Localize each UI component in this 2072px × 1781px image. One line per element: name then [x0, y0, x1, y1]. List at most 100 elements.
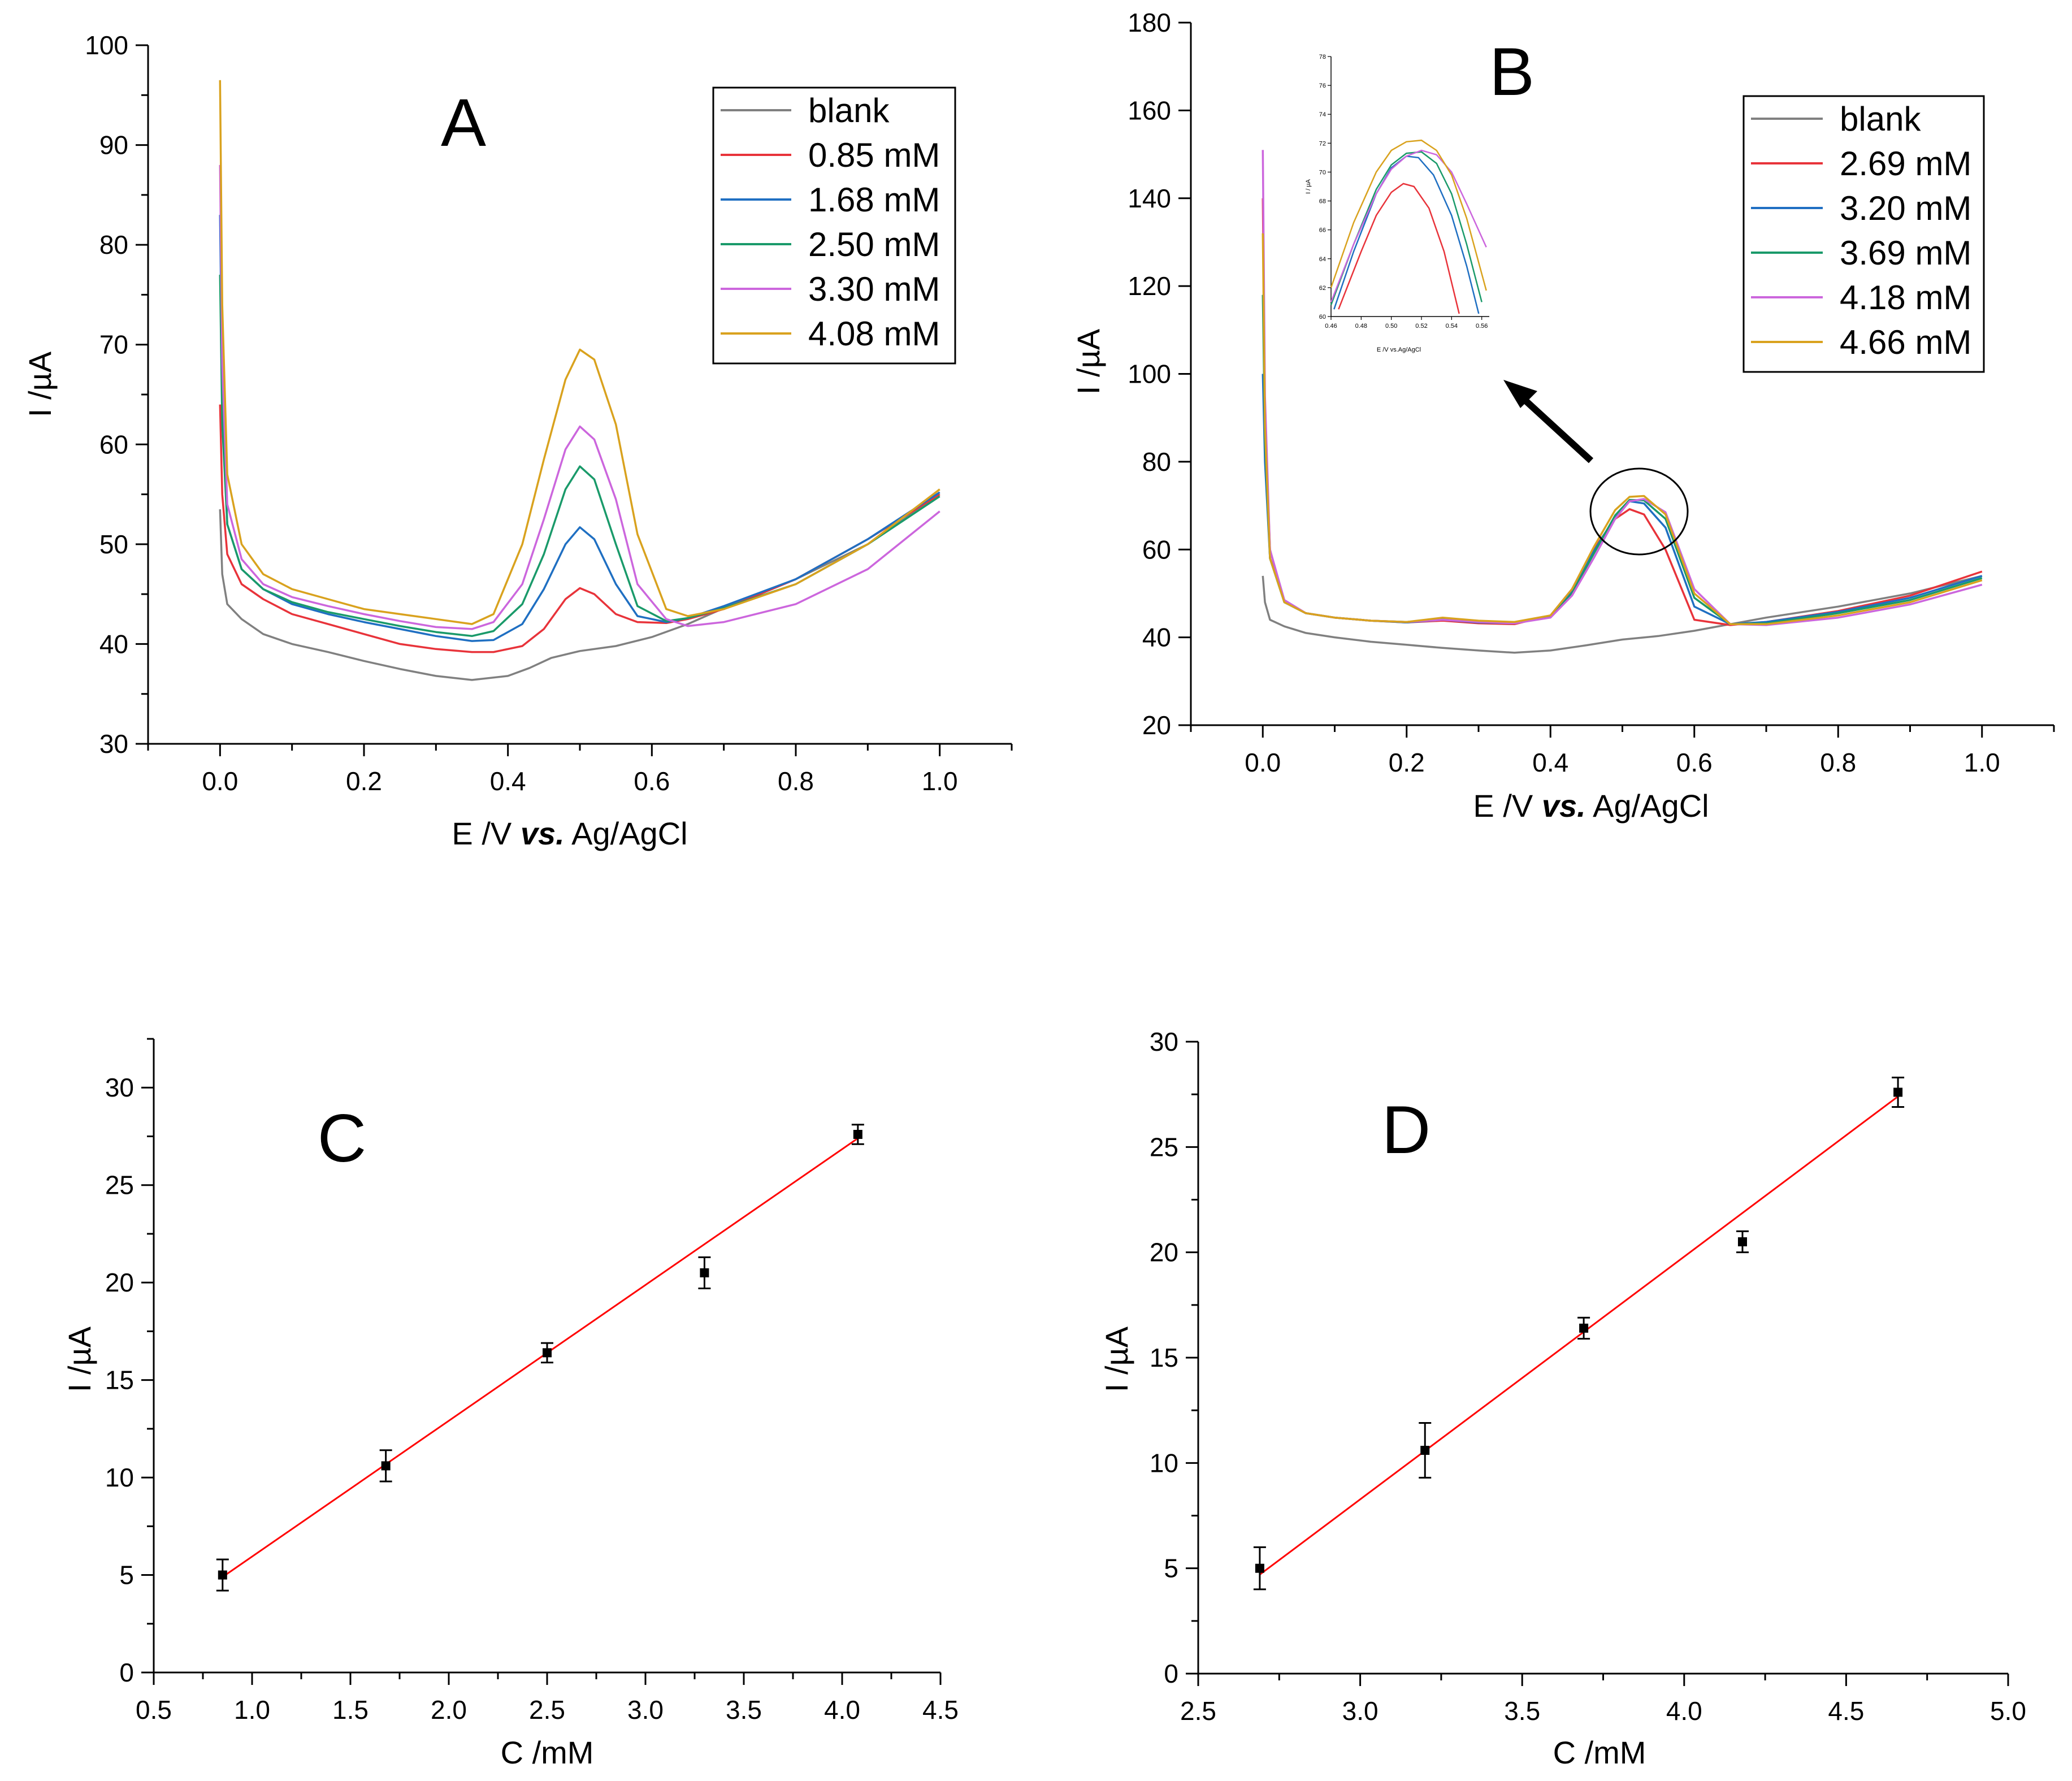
inset-x-tick-label: 0.46 [1325, 323, 1337, 330]
panel-d-y-tick-label: 5 [1164, 1554, 1178, 1583]
panel-c-x-tick-label: 3.5 [726, 1695, 762, 1724]
panel-b-x-tick-label: 0.2 [1389, 748, 1425, 777]
panel-d-y-tick-label: 20 [1150, 1238, 1178, 1267]
inset-series-line-0 [1338, 183, 1460, 314]
panel-c-data-point-0 [218, 1570, 227, 1580]
inset-x-tick-label: 0.48 [1355, 323, 1367, 330]
panel-b-series-line-5 [1262, 233, 1983, 626]
panel-a-y-tick-label: 50 [99, 530, 128, 559]
zoom-arrowhead [1503, 380, 1537, 408]
panel-a-ylabel: I /µA [22, 351, 58, 417]
panel-a-y-tick-label: 80 [99, 230, 128, 259]
inset-y-tick-label: 76 [1319, 83, 1326, 89]
inset-y-tick-label: 68 [1319, 198, 1326, 205]
panel-d-data-point-4 [1893, 1087, 1903, 1097]
panel-a-axes: 0.0 0.2 0.4 0.6 0.8 1.0 30 40 50 60 70 80 90 100 [85, 31, 1013, 796]
panel-c-y-tick-label: 5 [119, 1561, 134, 1590]
inset-y-tick-label: 70 [1319, 169, 1326, 176]
panel-b-y-tick-label: 80 [1142, 447, 1171, 476]
panel-b-inset-ylabel: I / µA [1305, 179, 1312, 194]
panel-c-data-point-3 [700, 1268, 709, 1277]
panel-d-x-tick-label: 4.0 [1666, 1696, 1702, 1726]
panel-b-legend: blank 2.69 mM 3.20 mM 3.69 mM 4.18 mM 4.66 mM [1742, 95, 1985, 373]
inset-y-tick-label: 74 [1319, 111, 1326, 118]
inset-series-line-1 [1333, 155, 1480, 314]
panel-a-plot: 0.0 0.2 0.4 0.6 0.8 1.0 30 40 50 60 70 80 90 100 blank… [85, 31, 1013, 796]
inset-x-tick-label: 0.56 [1476, 323, 1488, 330]
panel-a-legend: blank 0.85 mM 1.68 mM 2.50 mM 3.30 mM 4.08 mM [712, 86, 956, 365]
panel-b-inset-xlabel: E /V vs.Ag/AgCl [1377, 346, 1421, 353]
panel-b-y-tick-label: 140 [1128, 184, 1171, 213]
panel-d-y-tick-label: 25 [1150, 1132, 1178, 1162]
panel-c-plot: 0.5 1.0 1.5 2.0 2.5 3.0 3.5 4.0 4.5 0 5 10 15 20 25 30 [105, 1038, 959, 1724]
panel-b-inset-plot: 0.46 0.48 0.50 0.52 0.54 0.56 60 62 64 66 68 70 72 74… [1319, 54, 1489, 330]
panel-d-y-tick-label: 30 [1150, 1027, 1178, 1056]
panel-d-y-tick-label: 15 [1150, 1343, 1178, 1372]
panel-a-legend-box [712, 86, 956, 365]
panel-b-y-tick-label: 40 [1142, 623, 1171, 652]
panel-c-y-tick-label: 15 [105, 1366, 134, 1395]
inset-series-line-2 [1330, 151, 1483, 306]
panel-b-legend-label-5: 4.66 mM [1840, 323, 1971, 361]
panel-b-legend-box [1742, 95, 1985, 373]
panel-b-y-tick-label: 60 [1142, 535, 1171, 564]
panel-b-xlabel: E /V vs. Ag/AgCl [1473, 788, 1709, 824]
panel-d-y-tick-label: 10 [1150, 1448, 1178, 1477]
panel-a-x-tick-label: 0.0 [202, 766, 238, 796]
panel-b-y-tick-label: 100 [1128, 359, 1171, 389]
panel-b-x-tick-label: 0.6 [1676, 748, 1713, 777]
panel-b-plot: 0.0 0.2 0.4 0.6 0.8 1.0 20 40 60 80 100 120 140 160 18… [1128, 8, 2055, 777]
panel-c-ylabel: I /µA [62, 1326, 97, 1392]
inset-y-tick-label: 66 [1319, 227, 1326, 234]
panel-c-x-tick-label: 1.0 [234, 1695, 270, 1724]
panel-b-y-tick-label: 180 [1128, 8, 1171, 37]
panel-d-fit-line [1259, 1095, 1899, 1576]
panel-a-x-tick-label: 0.2 [346, 766, 382, 796]
panel-c-y-tick-label: 30 [105, 1073, 134, 1102]
panel-d-x-tick-label: 3.0 [1342, 1696, 1379, 1726]
panel-d-data-point-2 [1579, 1323, 1589, 1333]
panel-d-x-tick-label: 3.5 [1504, 1696, 1540, 1726]
panel-d: 2.5 3.0 3.5 4.0 4.5 5.0 0 5 10 15 20 25 30 D C /mM I… [1099, 1027, 2026, 1770]
inset-x-tick-label: 0.54 [1446, 323, 1458, 330]
panel-a-x-tick-label: 0.8 [778, 766, 814, 796]
panel-b-y-tick-label: 160 [1128, 96, 1171, 125]
zoom-circle [1589, 467, 1689, 556]
panel-a-y-tick-label: 60 [99, 430, 128, 459]
panel-c: 0.5 1.0 1.5 2.0 2.5 3.0 3.5 4.0 4.5051015202530 … [62, 1038, 959, 1770]
panel-a-series-line-0 [219, 493, 940, 681]
panel-c-fit-line [222, 1137, 859, 1578]
panel-b-axes: 0.0 0.2 0.4 0.6 0.8 1.0 20 40 60 80 100 120 140 160 18… [1128, 8, 2055, 777]
panel-a-y-tick-label: 90 [99, 131, 128, 160]
panel-d-x-tick-label: 4.5 [1828, 1696, 1864, 1726]
panel-b-legend-label-1: 2.69 mM [1840, 145, 1971, 183]
inset-series-line-4 [1330, 139, 1487, 291]
panel-a-legend-label-1: 0.85 mM [808, 136, 940, 174]
panel-b-x-tick-label: 1.0 [1964, 748, 2000, 777]
panel-b-series-line-2 [1262, 374, 1983, 626]
panel-a-legend-label-5: 4.08 mM [808, 315, 940, 353]
panel-b-ylabel: I /µA [1070, 328, 1106, 395]
panel-c-y-tick-label: 0 [119, 1658, 134, 1687]
panel-c-y-tick-label: 25 [105, 1171, 134, 1200]
zoom-arrow [1520, 396, 1594, 463]
panel-d-y-tick-label: 0 [1164, 1659, 1178, 1688]
panel-a-legend-label-0: blank [808, 92, 890, 129]
panel-a-y-tick-label: 40 [99, 629, 128, 658]
inset-y-tick-label: 64 [1319, 256, 1326, 263]
panel-b-legend-label-3: 3.69 mM [1840, 234, 1971, 272]
panel-a-y-tick-label: 30 [99, 729, 128, 759]
panel-a-x-tick-label: 0.4 [490, 766, 526, 796]
inset-x-tick-label: 0.52 [1415, 323, 1427, 330]
panel-c-letter: C [318, 1100, 367, 1176]
panel-a-x-tick-label: 1.0 [922, 766, 958, 796]
panel-a-y-tick-label: 100 [85, 31, 128, 60]
panel-c-data-point-4 [853, 1130, 862, 1139]
panel-b-inset: 0.46 0.48 0.50 0.52 0.54 0.56 60 62 64 66 68 70 72 74… [1305, 54, 1489, 353]
panel-d-xlabel: C /mM [1553, 1735, 1646, 1770]
panel-a-series-line-1 [219, 404, 940, 653]
panel-d-plot: 2.5 3.0 3.5 4.0 4.5 5.0 0 5 10 15 20 25 30 [1150, 1027, 2026, 1726]
panel-c-x-tick-label: 1.5 [332, 1695, 369, 1724]
panel-b-legend-label-0: blank [1840, 100, 1921, 138]
